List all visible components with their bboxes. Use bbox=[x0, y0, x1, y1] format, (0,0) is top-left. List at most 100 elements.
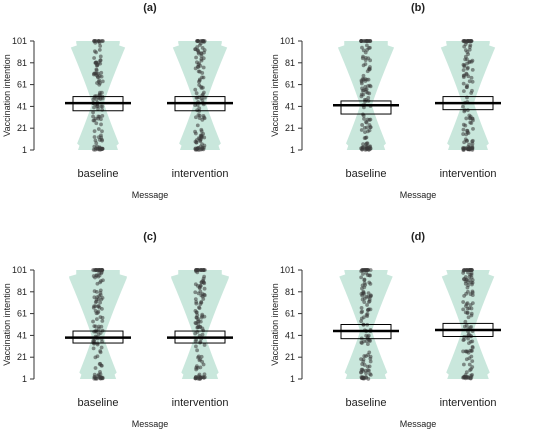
data-point bbox=[461, 89, 466, 94]
panel-title: (a) bbox=[143, 2, 157, 14]
data-point bbox=[197, 305, 201, 310]
data-point bbox=[365, 117, 370, 122]
data-point bbox=[467, 47, 472, 52]
data-point bbox=[366, 84, 370, 88]
data-point bbox=[200, 314, 205, 319]
y-tick-label: 1 bbox=[290, 374, 295, 384]
category-label-baseline: baseline bbox=[346, 168, 387, 180]
data-point bbox=[200, 292, 205, 296]
data-point bbox=[363, 99, 367, 104]
data-point bbox=[364, 135, 369, 140]
data-point bbox=[98, 44, 103, 48]
data-point bbox=[469, 311, 474, 316]
data-point bbox=[465, 268, 470, 272]
data-point bbox=[469, 268, 474, 272]
data-point bbox=[468, 368, 472, 373]
data-point bbox=[362, 363, 367, 367]
data-point bbox=[464, 72, 469, 77]
data-point bbox=[93, 366, 98, 370]
data-point bbox=[468, 146, 472, 151]
data-point bbox=[461, 68, 466, 73]
data-point bbox=[467, 362, 472, 367]
data-point bbox=[97, 268, 102, 272]
data-point bbox=[362, 285, 367, 290]
data-point bbox=[470, 365, 475, 369]
y-tick-label: 41 bbox=[17, 101, 27, 111]
data-point bbox=[359, 375, 364, 380]
data-point bbox=[200, 359, 205, 364]
data-point bbox=[366, 353, 370, 357]
data-point bbox=[98, 61, 103, 66]
data-point bbox=[92, 39, 96, 43]
data-point bbox=[196, 325, 201, 329]
data-point bbox=[100, 319, 105, 323]
data-point bbox=[364, 271, 369, 275]
data-point bbox=[97, 78, 102, 83]
data-point bbox=[367, 300, 371, 304]
data-point bbox=[462, 63, 467, 68]
data-point bbox=[91, 147, 96, 152]
x-axis-title: Message bbox=[132, 419, 169, 429]
data-point bbox=[463, 319, 468, 324]
data-point bbox=[362, 126, 367, 130]
data-point bbox=[195, 123, 200, 128]
data-point bbox=[201, 75, 206, 80]
data-point bbox=[361, 142, 365, 147]
y-tick-label: 61 bbox=[17, 309, 27, 319]
data-point bbox=[461, 307, 466, 312]
data-point bbox=[368, 39, 373, 43]
data-point bbox=[359, 39, 364, 43]
y-axis-title: Vaccination intention bbox=[2, 54, 12, 136]
data-point bbox=[463, 57, 468, 62]
data-point bbox=[194, 268, 199, 272]
data-point bbox=[468, 45, 472, 49]
data-point bbox=[465, 301, 470, 306]
data-point bbox=[94, 328, 99, 333]
data-point bbox=[467, 116, 472, 121]
data-point bbox=[461, 146, 466, 151]
data-point bbox=[193, 282, 198, 287]
data-point bbox=[364, 374, 368, 379]
data-point bbox=[197, 78, 202, 83]
data-point bbox=[200, 98, 205, 103]
y-tick-label: 61 bbox=[285, 80, 295, 90]
data-point bbox=[199, 133, 204, 138]
data-point bbox=[97, 82, 102, 87]
data-point bbox=[365, 141, 370, 146]
data-point bbox=[100, 138, 105, 143]
data-point bbox=[198, 365, 203, 370]
data-point bbox=[100, 113, 105, 118]
data-point bbox=[463, 279, 468, 284]
data-point bbox=[366, 67, 371, 71]
data-point bbox=[468, 325, 472, 330]
data-point bbox=[202, 135, 207, 140]
data-point bbox=[91, 319, 95, 324]
data-point bbox=[194, 300, 199, 304]
data-point bbox=[97, 48, 102, 52]
data-point bbox=[461, 338, 466, 343]
data-point bbox=[97, 40, 102, 45]
data-point bbox=[363, 368, 368, 373]
data-point bbox=[461, 122, 466, 127]
data-point bbox=[195, 45, 200, 49]
data-point bbox=[201, 268, 206, 272]
data-point bbox=[200, 146, 205, 150]
data-point bbox=[463, 304, 468, 308]
data-point bbox=[194, 310, 199, 315]
category-label-intervention: intervention bbox=[172, 397, 229, 409]
data-point bbox=[100, 129, 104, 134]
data-point bbox=[359, 316, 364, 321]
data-point bbox=[93, 376, 98, 381]
data-point bbox=[94, 121, 99, 126]
panel-title: (d) bbox=[411, 231, 425, 243]
data-point bbox=[196, 113, 201, 117]
data-point bbox=[199, 280, 204, 285]
data-point bbox=[462, 140, 467, 145]
data-point bbox=[470, 138, 475, 143]
data-point bbox=[360, 45, 364, 50]
data-point bbox=[98, 369, 102, 374]
data-point bbox=[92, 295, 97, 300]
data-point bbox=[461, 300, 466, 304]
data-point bbox=[96, 309, 101, 314]
